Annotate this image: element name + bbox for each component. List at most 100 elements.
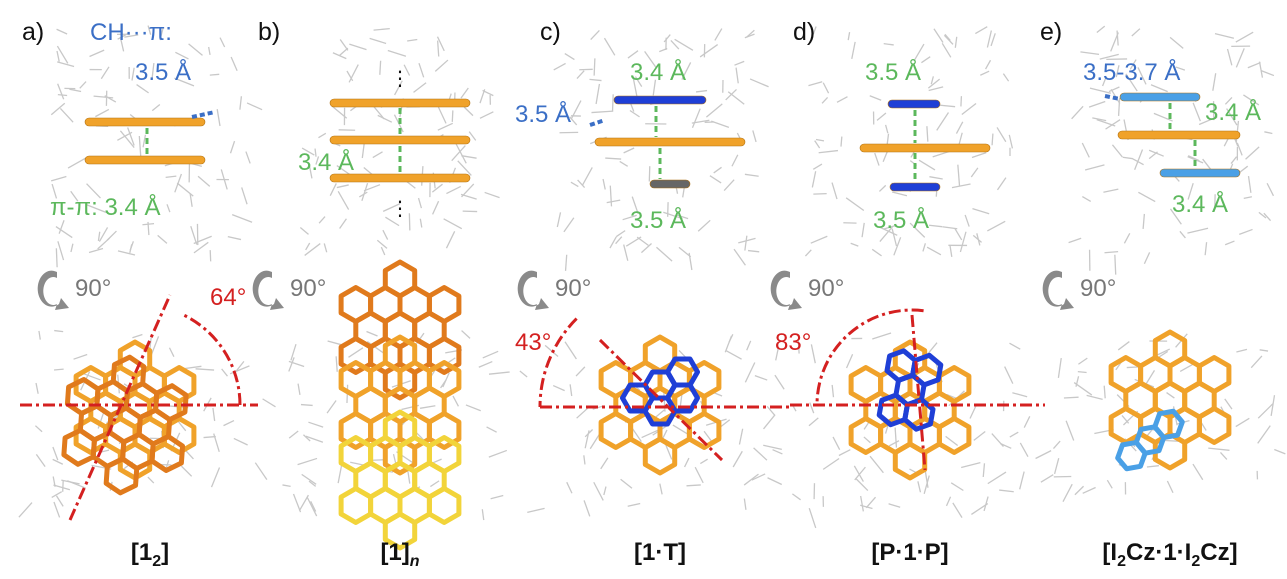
backbone bbox=[230, 56, 238, 72]
backbone bbox=[443, 218, 463, 230]
backbone bbox=[810, 235, 828, 244]
backbone bbox=[86, 183, 101, 199]
backbone bbox=[670, 40, 680, 50]
backbone bbox=[366, 341, 385, 354]
backbone bbox=[980, 70, 990, 76]
backbone bbox=[941, 42, 952, 58]
name-part: [1 bbox=[131, 539, 152, 566]
backbone bbox=[1235, 48, 1245, 68]
backbone bbox=[445, 231, 456, 249]
ring bbox=[426, 411, 462, 450]
backbone bbox=[832, 436, 841, 451]
backbone bbox=[1235, 31, 1254, 43]
ring bbox=[382, 409, 418, 449]
ring bbox=[382, 511, 418, 551]
backbone bbox=[961, 461, 981, 469]
ring bbox=[338, 411, 374, 450]
backbone bbox=[318, 216, 326, 224]
backbone bbox=[239, 96, 243, 110]
backbone bbox=[52, 458, 64, 465]
backbone bbox=[923, 475, 930, 494]
backbone bbox=[861, 222, 865, 238]
ring bbox=[936, 365, 972, 404]
backbone bbox=[697, 219, 711, 232]
backbone bbox=[53, 368, 64, 371]
backbone bbox=[971, 152, 987, 159]
distance-label: π-π: 3.4 Å bbox=[50, 193, 160, 221]
backbone bbox=[168, 347, 175, 357]
ring bbox=[619, 382, 655, 414]
layer bbox=[887, 99, 941, 109]
backbone bbox=[1146, 465, 1159, 468]
backbone bbox=[566, 481, 573, 494]
backbone bbox=[623, 147, 635, 154]
backbone bbox=[227, 235, 242, 241]
ring bbox=[382, 334, 418, 374]
backbone bbox=[583, 455, 586, 465]
backbone bbox=[851, 41, 856, 60]
backbone bbox=[1247, 175, 1252, 193]
backbone bbox=[461, 183, 475, 198]
backbone bbox=[602, 178, 606, 190]
backbone bbox=[231, 213, 253, 223]
backbone bbox=[1150, 84, 1168, 93]
name-part: [1] bbox=[380, 539, 409, 566]
angle-label: 43° bbox=[515, 329, 551, 356]
layer bbox=[84, 117, 206, 127]
backbone bbox=[1125, 73, 1138, 92]
backbone bbox=[921, 56, 931, 64]
backbone bbox=[733, 248, 746, 266]
backbone bbox=[57, 83, 65, 100]
backbone bbox=[1187, 156, 1204, 164]
backbone bbox=[221, 368, 228, 377]
ring bbox=[686, 411, 722, 450]
backbone bbox=[151, 62, 155, 80]
backbone bbox=[1274, 448, 1286, 455]
backbone bbox=[863, 421, 870, 430]
backbone bbox=[308, 421, 324, 428]
backbone bbox=[1088, 100, 1106, 108]
backbone bbox=[709, 175, 722, 184]
backbone bbox=[949, 245, 953, 257]
backbone bbox=[945, 435, 959, 447]
backbone bbox=[418, 62, 425, 78]
backbone bbox=[930, 76, 934, 85]
backbone bbox=[97, 231, 101, 242]
backbone bbox=[1247, 61, 1261, 69]
distance-label: 3.4 Å bbox=[1205, 98, 1261, 126]
backbone bbox=[442, 372, 450, 388]
rotation-arrow bbox=[37, 270, 69, 310]
backbone bbox=[348, 347, 364, 358]
backbone bbox=[619, 160, 629, 167]
backbone bbox=[749, 78, 769, 88]
backbone bbox=[1243, 196, 1253, 199]
ring bbox=[686, 360, 722, 399]
backbone bbox=[369, 37, 387, 45]
backbone bbox=[254, 462, 268, 481]
backbone bbox=[641, 428, 661, 439]
backbone bbox=[957, 164, 961, 186]
backbone bbox=[1208, 447, 1230, 451]
backbone bbox=[348, 64, 359, 83]
backbone bbox=[929, 224, 943, 228]
ring bbox=[642, 436, 678, 476]
backbone bbox=[744, 33, 755, 39]
backbone bbox=[346, 70, 354, 82]
backbone bbox=[943, 34, 954, 45]
backbone bbox=[553, 62, 566, 71]
backbone bbox=[197, 175, 211, 187]
backbone bbox=[644, 51, 658, 69]
ring bbox=[73, 365, 109, 404]
compound-name: [1]n bbox=[380, 539, 419, 570]
backbone bbox=[1000, 442, 1012, 449]
backbone bbox=[766, 405, 776, 416]
backbone bbox=[792, 493, 801, 501]
backbone bbox=[1111, 144, 1123, 158]
backbone bbox=[463, 106, 474, 117]
backbone bbox=[872, 332, 892, 340]
backbone bbox=[1175, 66, 1186, 71]
backbone bbox=[853, 465, 864, 482]
backbone bbox=[928, 86, 944, 92]
backbone bbox=[929, 176, 943, 180]
backbone bbox=[1166, 392, 1175, 399]
